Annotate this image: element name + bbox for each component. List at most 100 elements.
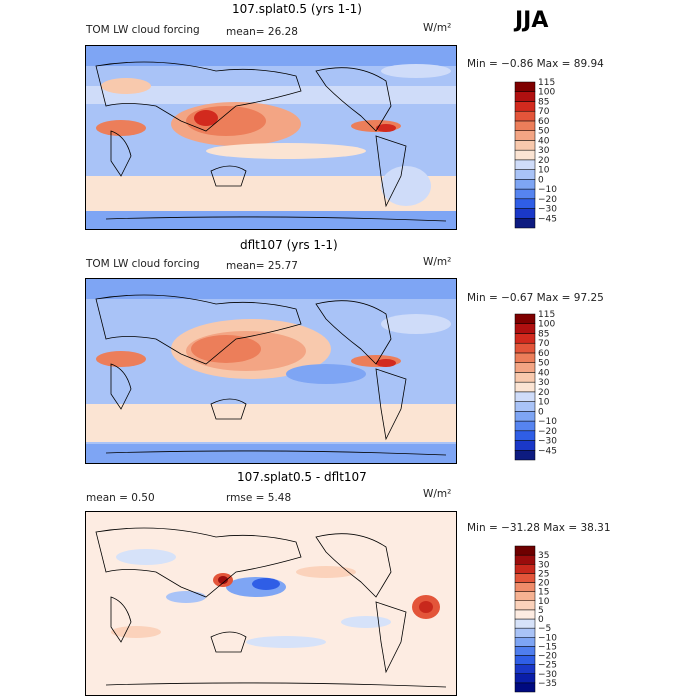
colorbar-tick-label: 30 <box>538 378 550 388</box>
colorbar-swatch <box>514 618 536 629</box>
colorbar-swatch <box>514 81 536 92</box>
colorbar-swatch <box>514 591 536 601</box>
colorbar-tick-label: 20 <box>538 579 550 589</box>
panel3-colorbar: −35 −30 −25 −20 −15 −10 −5 0 5 10 15 20 25 30 35 <box>514 545 575 696</box>
colorbar-tick-label: −45 <box>538 214 557 224</box>
colorbar-swatch <box>514 655 536 665</box>
colorbar-tick-label: −20 <box>538 195 557 205</box>
colorbar-tick-label: 50 <box>538 127 550 137</box>
colorbar-swatch <box>514 600 536 611</box>
colorbar-swatch <box>514 372 536 383</box>
colorbar-swatch <box>514 313 536 324</box>
colorbar-swatch <box>514 673 536 684</box>
colorbar-tick-label: −10 <box>538 417 557 427</box>
colorbar-swatch <box>514 159 536 170</box>
panel1-minmax: Min = −0.86 Max = 89.94 <box>467 58 604 70</box>
colorbar-swatch <box>514 646 536 656</box>
colorbar-swatch <box>514 573 536 583</box>
colorbar-tick-label: −15 <box>538 642 557 652</box>
colorbar-swatch <box>514 362 536 373</box>
colorbar-swatch <box>514 381 536 393</box>
panel3-map <box>85 511 457 696</box>
colorbar-tick-label: −20 <box>538 652 557 662</box>
colorbar-tick-label: 0 <box>538 175 544 185</box>
colorbar-swatch <box>514 664 536 674</box>
colorbar-tick-label: 40 <box>538 368 550 378</box>
colorbar-swatch <box>514 450 536 461</box>
colorbar-swatch <box>514 333 536 344</box>
colorbar-tick-label: 85 <box>538 97 549 107</box>
colorbar-tick-label: 60 <box>538 349 550 359</box>
colorbar-tick-label: 5 <box>538 606 544 616</box>
colorbar-swatch <box>514 323 536 334</box>
colorbar-tick-label: −5 <box>538 624 551 634</box>
colorbar-tick-label: −30 <box>538 205 557 215</box>
colorbar-tick-label: −20 <box>538 427 557 437</box>
colorbar-tick-label: 10 <box>538 398 550 408</box>
colorbar-swatch <box>514 149 536 161</box>
colorbar-tick-label: 10 <box>538 166 550 176</box>
panel3-minmax: Min = −31.28 Max = 38.31 <box>467 522 611 534</box>
colorbar-swatch <box>514 401 536 412</box>
colorbar-tick-label: 20 <box>538 156 550 166</box>
panel3-units: W/m² <box>423 488 452 500</box>
colorbar-tick-label: 0 <box>538 615 544 625</box>
season-label: JJA <box>515 8 549 33</box>
colorbar-swatch <box>514 627 536 638</box>
colorbar-swatch <box>514 218 536 229</box>
colorbar-swatch <box>514 440 536 451</box>
colorbar-swatch <box>514 120 536 131</box>
colorbar-swatch <box>514 564 536 574</box>
colorbar-swatch <box>514 682 536 693</box>
colorbar-swatch <box>514 179 536 190</box>
colorbar-tick-label: 60 <box>538 117 550 127</box>
panel2-mean: mean= 25.77 <box>226 260 298 272</box>
panel2-colorbar: −45 −30 −20 −10 0 10 20 30 40 50 60 70 85 100 115 <box>514 310 575 464</box>
panel3-title: 107.splat0.5 - dflt107 <box>237 470 367 484</box>
panel2-map <box>85 278 457 464</box>
colorbar-tick-label: 35 <box>538 551 549 561</box>
colorbar-tick-label: 30 <box>538 146 550 156</box>
panel2-title: dflt107 (yrs 1-1) <box>240 238 338 252</box>
colorbar-swatch <box>514 420 536 432</box>
panel3-rmse: rmse = 5.48 <box>226 492 292 504</box>
colorbar-tick-label: −10 <box>538 633 557 643</box>
colorbar-tick-label: 0 <box>538 407 544 417</box>
colorbar-swatch <box>514 130 536 141</box>
colorbar-swatch <box>514 101 536 112</box>
colorbar-tick-label: −35 <box>538 679 557 689</box>
colorbar-tick-label: 40 <box>538 136 550 146</box>
colorbar-tick-label: 115 <box>538 310 555 320</box>
colorbar-tick-label: 10 <box>538 597 550 607</box>
colorbar-tick-label: 50 <box>538 359 550 369</box>
colorbar-tick-label: 70 <box>538 339 550 349</box>
colorbar-tick-label: −30 <box>538 437 557 447</box>
panel3-mean: mean = 0.50 <box>86 492 155 504</box>
colorbar-swatch <box>514 554 536 565</box>
colorbar-swatch <box>514 609 536 620</box>
panel1-title: 107.splat0.5 (yrs 1-1) <box>232 2 362 16</box>
colorbar-swatch <box>514 430 536 441</box>
panel1-units: W/m² <box>423 22 452 34</box>
colorbar-tick-label: 15 <box>538 588 549 598</box>
colorbar-tick-label: 100 <box>538 320 555 330</box>
colorbar-swatch <box>514 91 536 102</box>
colorbar-swatch <box>514 342 536 354</box>
panel1-variable-label: TOM LW cloud forcing <box>86 24 200 36</box>
colorbar-swatch <box>514 208 536 219</box>
colorbar-swatch <box>514 582 536 592</box>
colorbar-tick-label: −30 <box>538 670 557 680</box>
colorbar-swatch <box>514 637 536 647</box>
colorbar-tick-label: 115 <box>538 78 555 88</box>
panel2-units: W/m² <box>423 256 452 268</box>
colorbar-tick-label: 30 <box>538 560 550 570</box>
colorbar-swatch <box>514 140 536 151</box>
colorbar-swatch <box>514 352 536 363</box>
colorbar-tick-label: 85 <box>538 329 549 339</box>
colorbar-swatch <box>514 411 536 422</box>
colorbar-swatch <box>514 391 536 402</box>
colorbar-swatch <box>514 169 536 180</box>
colorbar-swatch <box>514 110 536 122</box>
colorbar-swatch <box>514 188 536 200</box>
colorbar-tick-label: 100 <box>538 88 555 98</box>
